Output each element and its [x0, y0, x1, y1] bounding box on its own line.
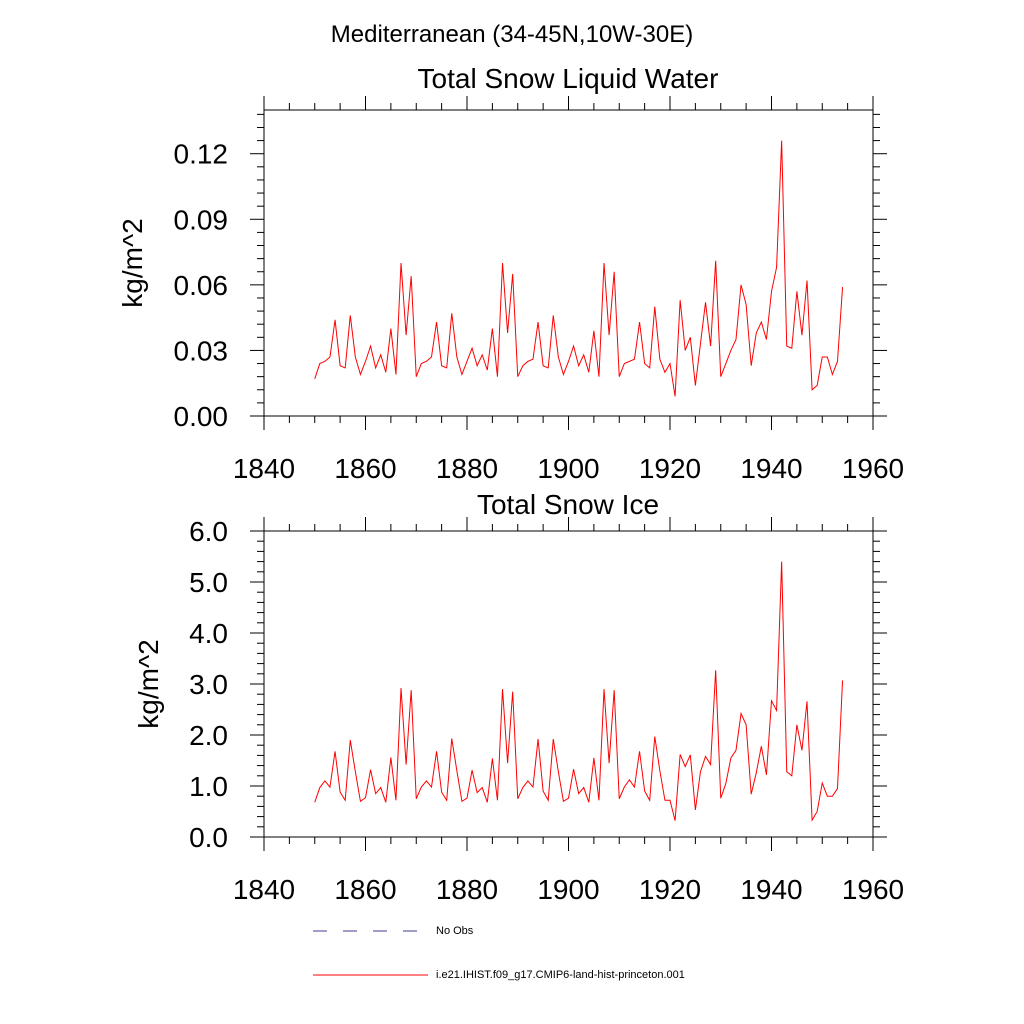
panel-title: Total Snow Liquid Water: [418, 63, 719, 94]
legend-series-label: i.e21.IHIST.f09_g17.CMIP6-land-hist-prin…: [436, 969, 685, 981]
x-tick-label: 1840: [233, 453, 295, 484]
series-line: [314, 561, 844, 822]
x-tick-label: 1860: [334, 453, 396, 484]
y-axis-label: kg/m^2: [117, 218, 148, 307]
x-tick-label: 1840: [233, 874, 295, 905]
y-tick-label: 0.03: [174, 335, 229, 366]
y-tick-label: 6.0: [189, 516, 228, 547]
y-tick-label: 2.0: [189, 720, 228, 751]
y-tick-label: 0.12: [174, 139, 229, 170]
panel-snow-ice: Total Snow Ice 1840 1860 1880 1900 1920 1940 1…: [133, 489, 904, 905]
figure-suptitle: Mediterranean (34-45N,10W-30E): [331, 21, 693, 48]
x-tick-label: 1880: [436, 453, 498, 484]
y-axis-label: kg/m^2: [133, 639, 164, 728]
y-tick-label: 5.0: [189, 567, 228, 598]
panel-title: Total Snow Ice: [477, 489, 659, 520]
x-tick-label: 1940: [740, 453, 802, 484]
x-tick-label: 1860: [334, 874, 396, 905]
x-tick-label: 1920: [639, 874, 701, 905]
x-tick-label: 1900: [537, 453, 599, 484]
legend: No Obs i.e21.IHIST.f09_g17.CMIP6-land-hi…: [313, 925, 685, 981]
y-tick-label: 0.09: [174, 204, 229, 235]
panel-snow-liquid-water: Total Snow Liquid Water 1840 1860 1880 1900…: [117, 63, 904, 484]
y-tick-label: 0.00: [174, 401, 229, 432]
x-tick-label: 1960: [842, 453, 904, 484]
x-tick-label: 1880: [436, 874, 498, 905]
y-tick-label: 3.0: [189, 669, 228, 700]
x-tick-label: 1960: [842, 874, 904, 905]
x-tick-label: 1920: [639, 453, 701, 484]
legend-no-obs-label: No Obs: [436, 925, 474, 937]
y-tick-label: 1.0: [189, 771, 228, 802]
y-tick-label: 4.0: [189, 618, 228, 649]
y-tick-label: 0.0: [189, 822, 228, 853]
y-tick-label: 0.06: [174, 270, 229, 301]
x-tick-label: 1940: [740, 874, 802, 905]
series-line: [314, 140, 844, 397]
x-tick-label: 1900: [537, 874, 599, 905]
